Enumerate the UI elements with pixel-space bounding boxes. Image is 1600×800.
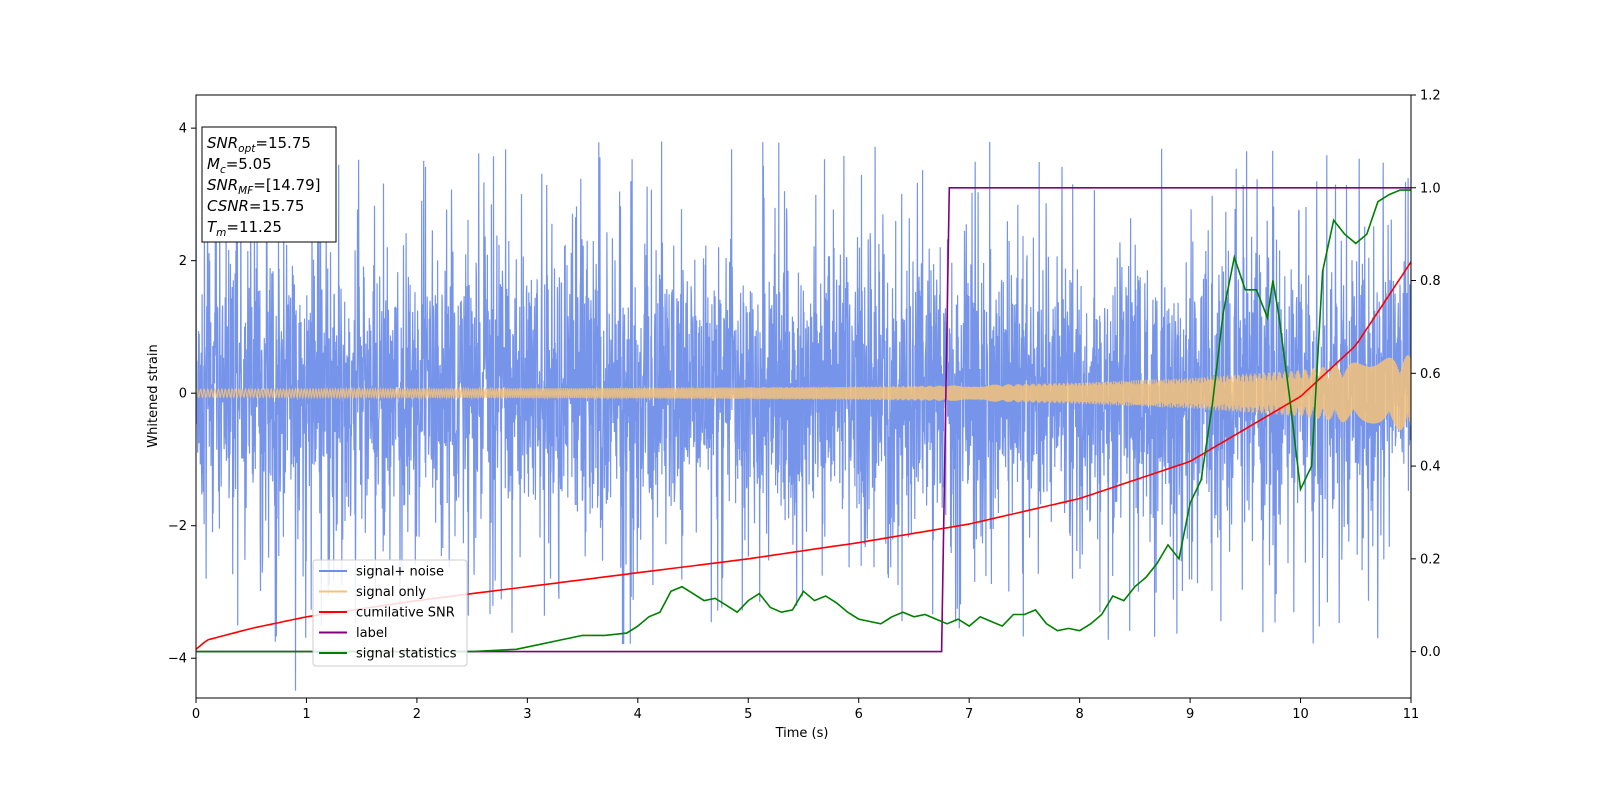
x-tick-label: 7	[965, 707, 973, 722]
y-right-tick-label: 0.6	[1420, 367, 1441, 382]
y-left-tick-label: 0	[179, 387, 187, 402]
signal-only-series	[196, 355, 1411, 431]
x-tick-label: 1	[302, 707, 310, 722]
metrics-annotation-box: SNRopt=15.75Mc=5.05SNRMF=[14.79]CSNR=15.…	[201, 126, 337, 243]
annotation-line: CSNR=15.75	[207, 197, 304, 215]
annotation-line: Mc=5.05	[207, 155, 272, 176]
legend-label: cumilative SNR	[356, 606, 455, 621]
signal-only-line	[196, 355, 1411, 431]
x-tick-label: 10	[1292, 707, 1309, 722]
y-right-tick-label: 0.2	[1420, 552, 1441, 567]
x-tick-label: 2	[413, 707, 421, 722]
y-right-tick-label: 0.4	[1420, 460, 1441, 475]
annotation-line: SNRMF=[14.79]	[207, 176, 321, 197]
legend-label: signal only	[356, 585, 426, 600]
legend-label: signal statistics	[356, 647, 457, 662]
y-right-tick-label: 1.2	[1420, 89, 1441, 104]
plot-frame	[195, 94, 1412, 699]
x-axis-label: Time (s)	[775, 726, 829, 741]
legend-frame	[312, 559, 468, 667]
x-tick-label: 0	[192, 707, 200, 722]
x-tick-label: 6	[855, 707, 863, 722]
axes: 0 1 2 3 4 5 6 7 8 9 10 11 −4 −2 0 2 4 0.0 0.2 0.4 0.6 0.8 1.0 1…	[168, 89, 1441, 723]
signal-statistics-line	[196, 189, 1411, 653]
y-left-tick-label: 2	[179, 254, 187, 269]
annotation-line: Tm=11.25	[207, 218, 282, 239]
y-right-tick-label: 0.8	[1420, 274, 1441, 289]
x-tick-label: 5	[744, 707, 752, 722]
x-tick-label: 9	[1186, 707, 1194, 722]
y-left-tick-label: 4	[179, 122, 187, 137]
legend-label: signal+ noise	[356, 565, 444, 580]
legend: signal+ noise signal only cumilative SNR la…	[312, 559, 468, 667]
y-right-tick-label: 0.0	[1420, 645, 1441, 660]
y-left-tick-label: −2	[168, 519, 187, 534]
y-left-tick-label: −4	[168, 652, 187, 667]
y-axis-label: Whitened strain	[146, 344, 161, 447]
annotation-frame	[201, 126, 337, 243]
x-tick-label: 3	[523, 707, 531, 722]
x-tick-label: 4	[634, 707, 642, 722]
signal-plus-noise-series	[196, 122, 1411, 691]
x-tick-label: 11	[1403, 707, 1420, 722]
legend-label: label	[356, 626, 387, 641]
x-tick-label: 8	[1075, 707, 1083, 722]
label-line	[196, 187, 1411, 653]
y-right-tick-label: 1.0	[1420, 181, 1441, 196]
signal-plus-noise-line	[196, 122, 1411, 691]
annotation-line: SNRopt=15.75	[207, 134, 311, 155]
